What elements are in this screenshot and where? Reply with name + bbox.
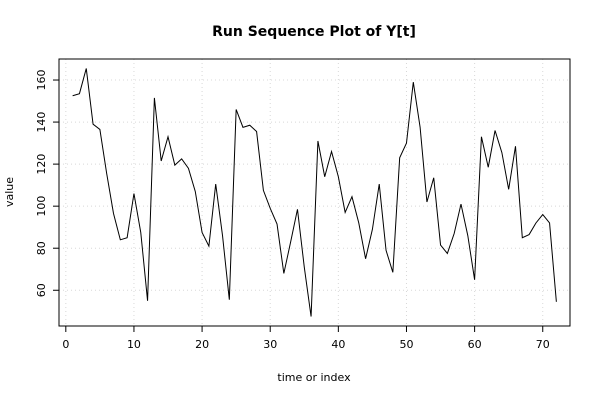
x-axis: 0 10 20 30 40 50 60 70: [62, 326, 550, 351]
x-tick-label: 30: [263, 338, 277, 351]
grid: [59, 59, 570, 326]
y-tick-label: 80: [35, 241, 48, 255]
y-tick-label: 60: [35, 283, 48, 297]
plot-frame: [58, 58, 571, 327]
x-tick-label: 20: [195, 338, 209, 351]
x-axis-label: time or index: [277, 371, 351, 384]
x-tick-label: 60: [468, 338, 482, 351]
x-tick-label: 70: [536, 338, 550, 351]
series-line: [72, 68, 557, 317]
y-axis-label: value: [3, 177, 16, 207]
x-tick-label: 50: [399, 338, 413, 351]
y-axis: 60 80 100 120 140 160: [35, 70, 59, 297]
x-tick-label: 0: [62, 338, 69, 351]
y-tick-label: 160: [35, 70, 48, 91]
y-tick-label: 120: [35, 154, 48, 175]
x-tick-label: 40: [331, 338, 345, 351]
y-tick-label: 100: [35, 196, 48, 217]
chart-title: Run Sequence Plot of Y[t]: [212, 24, 416, 40]
x-tick-label: 10: [127, 338, 141, 351]
y-tick-label: 140: [35, 112, 48, 133]
